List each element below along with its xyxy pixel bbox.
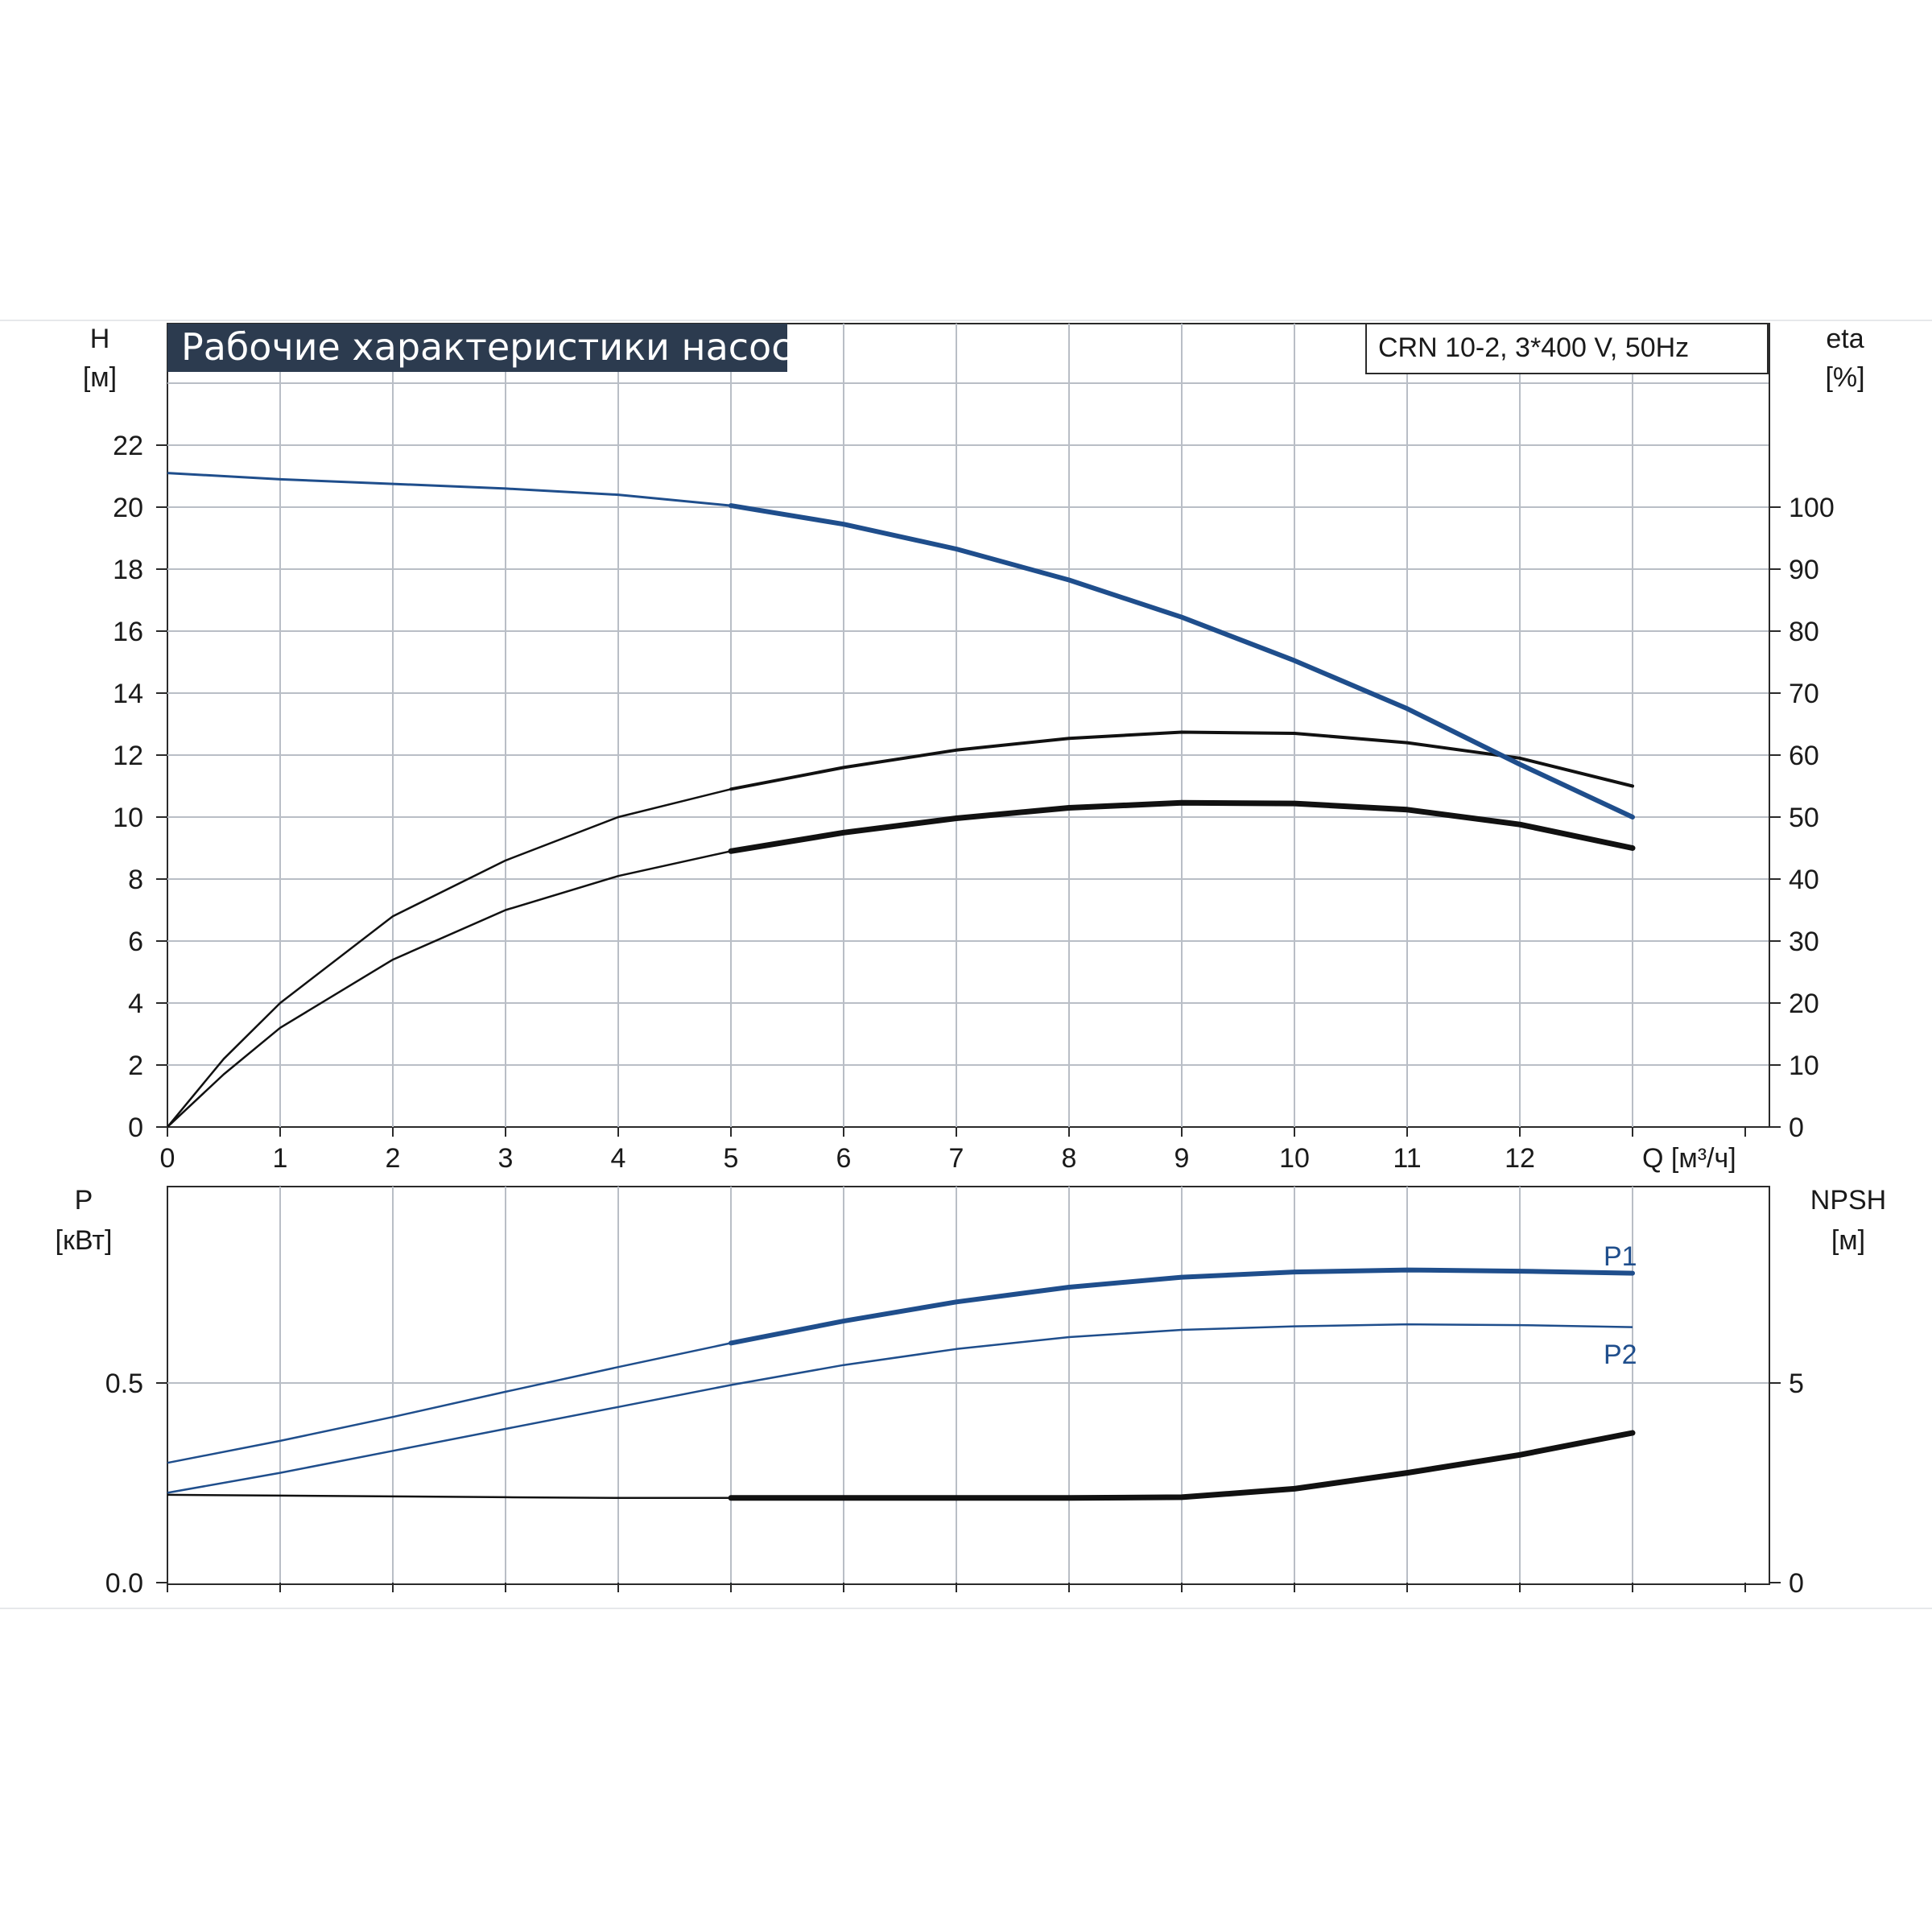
top-grid [167,324,1770,1127]
x-tick-label: 7 [949,1143,964,1174]
x-tick-label: 3 [498,1143,514,1174]
right-tick-label: 10 [1789,1051,1819,1081]
power-tick-label: 0.0 [105,1568,143,1599]
p1-curve-label: P1 [1604,1241,1637,1272]
right-tick-label: 100 [1789,493,1835,523]
chart-title: Рабочие характеристики насоса [181,325,815,369]
npsh-tick-label: 5 [1789,1368,1804,1399]
left-axis-name: H [90,324,110,354]
head-curve-bold-segment [729,503,1635,819]
left-tick-label: 12 [113,741,143,771]
top-plot-area [167,323,1770,1128]
right-tick-label: 50 [1789,803,1819,833]
eta-pump-curve-bold-segment [728,799,1636,854]
right-tick-label: 40 [1789,865,1819,895]
right-axis-unit: [%] [1825,362,1864,393]
bottom-plot-area [167,1186,1770,1585]
right-tick-label: 60 [1789,741,1819,771]
bottom-grid [167,1187,1770,1584]
right-tick-label: 80 [1789,617,1819,647]
power-tick-label: 0.5 [105,1368,143,1399]
right-axis-name: eta [1826,324,1864,354]
power-axis-name: P [75,1185,93,1216]
top-panel: 0246810121416182022010203040506070809010… [83,323,1865,1174]
left-tick-label: 0 [128,1113,143,1143]
model-box [1365,323,1769,374]
top-series [167,472,1636,1128]
x-tick-label: 11 [1393,1143,1421,1174]
model-label: CRN 10-2, 3*400 V, 50Hz [1378,332,1689,363]
p2-curve-label: P2 [1604,1340,1637,1370]
x-tick-label: 5 [724,1143,739,1174]
left-tick-label: 18 [113,555,143,585]
title-box [167,324,787,372]
npsh-axis-name: NPSH [1810,1185,1886,1216]
bottom-ticks: 0.0 0.5 0 5 [105,1368,1804,1599]
left-tick-label: 10 [113,803,143,833]
right-tick-label: 20 [1789,989,1819,1019]
left-tick-label: 16 [113,617,143,647]
p1-curve-bold-segment [729,1267,1635,1346]
x-tick-label: 8 [1062,1143,1077,1174]
power-axis-unit: [кВт] [56,1225,113,1256]
npsh-curve-bold-segment [728,1430,1636,1501]
x-tick-label: 12 [1505,1143,1535,1174]
top-ticks: 0246810121416182022010203040506070809010… [113,431,1835,1174]
left-tick-label: 20 [113,493,143,523]
x-axis-label: Q [м³/ч] [1642,1143,1736,1174]
right-tick-label: 0 [1789,1113,1804,1143]
npsh-tick-label: 0 [1789,1568,1804,1599]
bottom-panel: 0.0 0.5 0 5 P [кВт] NPSH [м] P1 P2 [56,1185,1887,1599]
x-tick-label: 4 [611,1143,626,1174]
left-tick-label: 6 [128,927,143,957]
left-axis-unit: [м] [83,362,117,393]
x-tick-label: 0 [160,1143,175,1174]
right-tick-label: 30 [1789,927,1819,957]
npsh-axis-unit: [м] [1831,1225,1865,1256]
x-tick-label: 1 [273,1143,288,1174]
x-tick-label: 6 [836,1143,852,1174]
right-tick-label: 70 [1789,679,1819,709]
left-tick-label: 4 [128,989,143,1019]
left-tick-label: 14 [113,679,143,709]
left-tick-label: 2 [128,1051,143,1081]
p2-curve-line [167,1323,1633,1494]
bottom-series [167,1267,1636,1501]
left-tick-label: 8 [128,865,143,895]
right-tick-label: 90 [1789,555,1819,585]
x-tick-label: 9 [1174,1143,1190,1174]
left-tick-label: 22 [113,431,143,461]
x-tick-label: 10 [1279,1143,1310,1174]
eta-curve-bold-segment [729,730,1634,791]
x-tick-label: 2 [386,1143,401,1174]
